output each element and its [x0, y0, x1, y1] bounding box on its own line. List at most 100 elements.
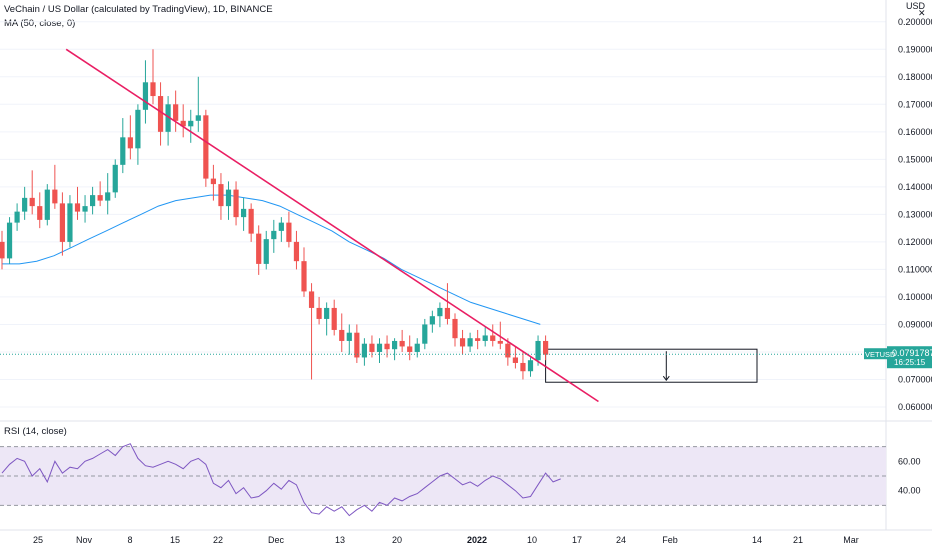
candle-body — [520, 362, 526, 372]
candle-body — [44, 189, 50, 220]
candle-body — [218, 184, 224, 207]
candle-body — [105, 192, 111, 201]
candle-body — [52, 189, 58, 204]
candle-body — [271, 230, 277, 240]
candle-body — [293, 241, 300, 262]
price-tick-label: 0.11000000 — [898, 264, 932, 274]
candle-body — [256, 233, 262, 264]
time-tick-label: 21 — [793, 535, 803, 545]
time-tick-label: 17 — [572, 535, 582, 545]
candle-body — [112, 164, 118, 193]
candle-body — [490, 335, 496, 341]
time-tick-label: Feb — [662, 535, 678, 545]
candle-body — [339, 329, 345, 341]
candle-body — [301, 261, 307, 292]
time-tick-label: 8 — [127, 535, 132, 545]
candle-body — [392, 340, 398, 350]
target-arrowhead — [662, 375, 670, 382]
candle-body — [59, 203, 65, 242]
currency-label: USD — [906, 1, 926, 11]
time-tick-label: 2022 — [467, 535, 487, 545]
candle-body — [210, 178, 216, 185]
candle-body — [512, 357, 518, 363]
price-tick-label: 0.14000000 — [898, 182, 932, 192]
candle-body — [127, 137, 133, 149]
candle-body — [22, 197, 28, 212]
candle-body — [195, 115, 201, 121]
candle-body — [67, 203, 73, 242]
candle-body — [248, 208, 254, 234]
trendline — [65, 48, 599, 403]
candle-body — [74, 203, 81, 212]
candle-body — [429, 316, 435, 325]
time-tick-label: Nov — [76, 535, 93, 545]
candle-body — [203, 115, 209, 179]
candle-body — [475, 338, 481, 341]
time-tick-label: Dec — [268, 535, 285, 545]
candle-body — [361, 343, 367, 358]
candle-body — [165, 104, 171, 132]
time-tick-label: 22 — [213, 535, 223, 545]
candle-body — [157, 96, 164, 132]
candle-body — [308, 291, 315, 308]
candle-body — [346, 332, 352, 341]
candle-body — [497, 340, 503, 344]
price-tick-label: 0.16000000 — [898, 127, 932, 137]
symbol-label: VETUSD — [865, 350, 896, 359]
time-tick-label: 25 — [33, 535, 43, 545]
candle-body — [399, 340, 405, 347]
price-tick-label: 0.06000000 — [898, 402, 932, 412]
candle-body — [467, 338, 473, 347]
price-tick-label: 0.15000000 — [898, 154, 932, 164]
candle-body — [180, 120, 186, 127]
candle-body — [14, 211, 20, 223]
countdown-label: 16:25:15 — [894, 358, 926, 367]
candle-body — [331, 307, 337, 330]
candle-body — [422, 324, 428, 344]
rsi-line — [1, 443, 561, 517]
last-price-label-bg — [887, 346, 932, 369]
chart-title: VeChain / US Dollar (calculated by Tradi… — [4, 4, 273, 15]
candle-body — [188, 120, 194, 127]
candle-body — [354, 332, 360, 358]
candle-body — [29, 197, 35, 207]
candle-body — [6, 222, 13, 259]
time-tick-label: 20 — [392, 535, 402, 545]
candle-body — [407, 346, 413, 352]
candle-body — [527, 360, 534, 372]
rsi-legend: RSI (14, close) — [4, 426, 67, 437]
candle-body — [452, 318, 458, 339]
candle-body — [263, 239, 269, 264]
candle-body — [37, 206, 43, 220]
candle-body — [543, 340, 549, 355]
candle-body — [233, 189, 239, 218]
time-tick-label: Mar — [843, 535, 859, 545]
last-price-value: 0.07917871 — [892, 348, 932, 358]
time-tick-label: 15 — [170, 535, 180, 545]
candle-body — [376, 343, 383, 352]
rsi-tick-label: 60.00 — [898, 456, 921, 466]
price-tick-label: 0.09000000 — [898, 319, 932, 329]
candle-body — [316, 307, 322, 319]
time-tick-label: 10 — [527, 535, 537, 545]
rsi-tick-label: 40.00 — [898, 486, 921, 496]
time-tick-label: 24 — [616, 535, 626, 545]
candle-body — [173, 104, 179, 121]
price-tick-label: 0.10000000 — [898, 292, 932, 302]
candle-body — [414, 343, 420, 352]
price-tick-label: 0.20000000 — [898, 17, 932, 27]
price-tick-label: 0.17000000 — [898, 99, 932, 109]
time-tick-label: 14 — [752, 535, 762, 545]
candle-body — [142, 82, 149, 110]
candle-body — [90, 195, 96, 207]
candle-body — [437, 307, 443, 317]
candle-body — [286, 222, 292, 242]
candle-body — [135, 109, 141, 149]
price-tick-label: 0.12000000 — [898, 237, 932, 247]
candle-body — [384, 343, 390, 350]
candle-body — [459, 338, 466, 347]
price-tick-label: 0.19000000 — [898, 44, 932, 54]
candle-body — [120, 137, 126, 165]
price-tick-label: 0.18000000 — [898, 72, 932, 82]
